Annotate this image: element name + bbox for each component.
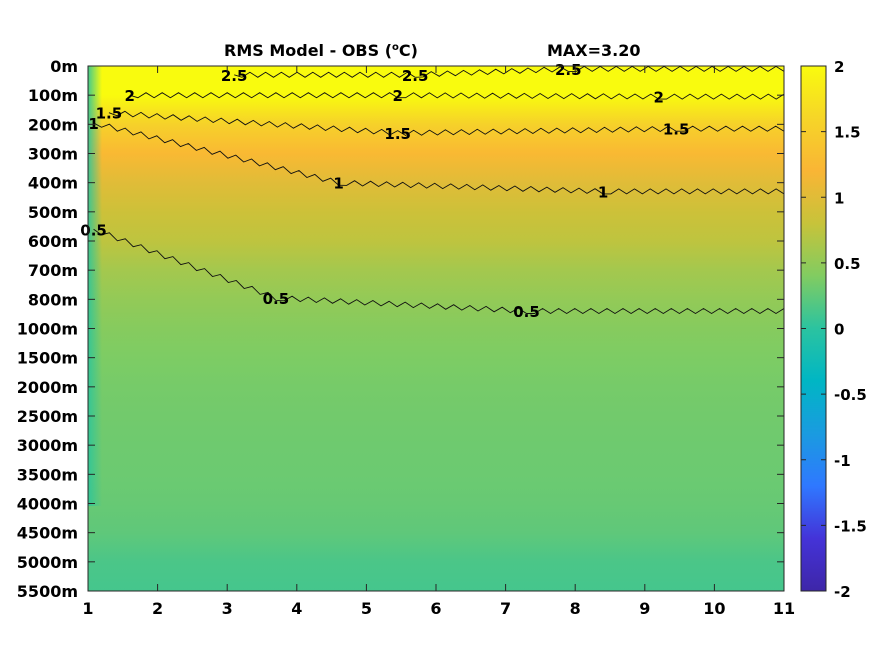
contour-line bbox=[129, 92, 785, 100]
y-tick-label: 700m bbox=[28, 261, 78, 280]
y-tick-label: 200m bbox=[28, 115, 78, 134]
x-tick-label: 5 bbox=[361, 599, 372, 618]
colorbar-tick-label: 1 bbox=[834, 189, 844, 207]
colorbar-tick-label: -1.5 bbox=[834, 517, 867, 535]
y-tick-label: 100m bbox=[28, 86, 78, 105]
contour-label: 2.5 bbox=[221, 67, 248, 85]
contour-label: 2 bbox=[654, 89, 664, 107]
contour-line bbox=[93, 228, 785, 315]
x-axis: 1 2 3 4 5 6 7 8 9 10 11 bbox=[82, 66, 795, 618]
contour-line bbox=[93, 122, 785, 195]
y-tick-label: 400m bbox=[28, 174, 78, 193]
x-tick-label: 9 bbox=[639, 599, 650, 618]
x-tick-label: 6 bbox=[430, 599, 441, 618]
y-tick-label: 2000m bbox=[17, 378, 78, 397]
x-tick-label: 3 bbox=[222, 599, 233, 618]
colorbar-tick-label: 0.5 bbox=[834, 255, 861, 273]
x-tick-label: 1 bbox=[82, 599, 93, 618]
colorbar: 2 1.5 1 0.5 0 -0.5 -1 -1.5 -2 bbox=[800, 58, 867, 601]
heatmap-field bbox=[88, 66, 784, 591]
colorbar-tick-label: 2 bbox=[834, 58, 844, 76]
contour-label-layer: 2.5 2.5 2.52 2 21.51.5 1.511 10.50.50.5 bbox=[80, 61, 690, 321]
contour-line bbox=[108, 110, 785, 137]
y-tick-label: 2500m bbox=[17, 407, 78, 426]
contour-line bbox=[234, 65, 785, 78]
contour-label: 1.5 bbox=[96, 105, 123, 123]
y-tick-label: 5000m bbox=[17, 553, 78, 572]
colorbar-tick-label: 0 bbox=[834, 321, 844, 339]
title-degree-sup: o bbox=[392, 42, 399, 53]
title-unit: C) bbox=[398, 41, 418, 60]
colorbar-tick-label: -2 bbox=[834, 583, 851, 601]
contour-label: 1 bbox=[333, 175, 343, 193]
y-tick-label: 3500m bbox=[17, 465, 78, 484]
contour-label: 1.5 bbox=[384, 125, 411, 143]
x-tick-label: 2 bbox=[152, 599, 163, 618]
chart-title: RMS Model - OBS (oC) bbox=[224, 41, 418, 60]
colorbar-tick-label: -1 bbox=[834, 452, 851, 470]
contour-label: 2.5 bbox=[402, 67, 429, 85]
y-tick-label: 5500m bbox=[17, 582, 78, 601]
y-tick-label: 1500m bbox=[17, 349, 78, 368]
contour-label: 0.5 bbox=[263, 290, 290, 308]
contour-layer bbox=[93, 65, 785, 315]
y-tick-label: 4000m bbox=[17, 495, 78, 514]
contour-label: 2 bbox=[125, 87, 135, 105]
heatmap-left-edge bbox=[88, 66, 102, 506]
title-text: RMS Model - OBS ( bbox=[224, 41, 393, 60]
x-tick-label: 7 bbox=[500, 599, 511, 618]
contour-label: 1 bbox=[598, 183, 608, 201]
y-axis: 0m 100m 200m 300m 400m 500m 600m 700m 800m 1000m 1… bbox=[17, 57, 784, 601]
contour-label: 0.5 bbox=[513, 303, 540, 321]
y-tick-label: 0m bbox=[50, 57, 78, 76]
contour-label: 1.5 bbox=[663, 121, 690, 139]
y-tick-label: 300m bbox=[28, 145, 78, 164]
colorbar-ticks: 2 1.5 1 0.5 0 -0.5 -1 -1.5 -2 bbox=[801, 58, 867, 601]
y-tick-label: 3000m bbox=[17, 436, 78, 455]
y-tick-label: 800m bbox=[28, 290, 78, 309]
y-tick-label: 1000m bbox=[17, 320, 78, 339]
contour-label: 2.5 bbox=[555, 61, 582, 79]
y-tick-label: 500m bbox=[28, 203, 78, 222]
contour-label: 2 bbox=[393, 87, 403, 105]
colorbar-tick-label: -0.5 bbox=[834, 386, 867, 404]
x-tick-label: 10 bbox=[703, 599, 725, 618]
y-tick-label: 600m bbox=[28, 232, 78, 251]
x-tick-label: 11 bbox=[773, 599, 795, 618]
chart-subtitle-max: MAX=3.20 bbox=[547, 41, 641, 60]
x-tick-label: 4 bbox=[291, 599, 302, 618]
colorbar-tick-label: 1.5 bbox=[834, 124, 861, 142]
x-tick-label: 8 bbox=[570, 599, 581, 618]
contour-label: 0.5 bbox=[80, 221, 107, 239]
y-tick-label: 4500m bbox=[17, 524, 78, 543]
